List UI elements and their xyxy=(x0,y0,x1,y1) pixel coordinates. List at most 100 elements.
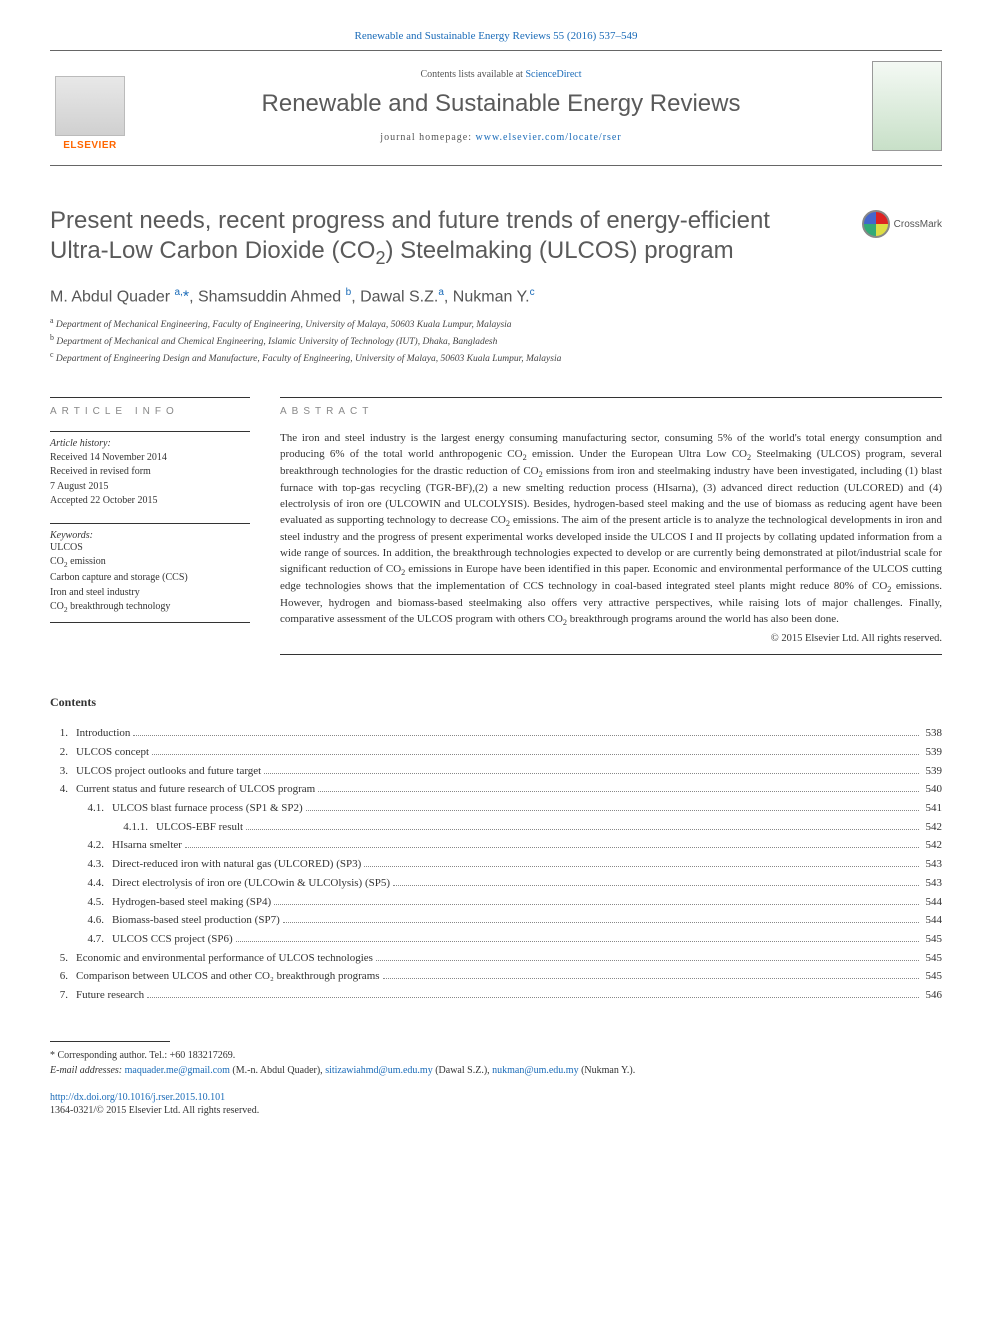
corresponding-author: * Corresponding author. Tel.: +60 183217… xyxy=(50,1048,942,1078)
toc-title: Introduction xyxy=(76,724,130,743)
toc-number: 1. xyxy=(50,724,76,743)
keyword: CO2 emission xyxy=(50,555,250,571)
divider xyxy=(50,1041,170,1042)
elsevier-tree-icon xyxy=(55,76,125,136)
toc-number: 4.1. xyxy=(76,799,112,818)
abstract-copyright: © 2015 Elsevier Ltd. All rights reserved… xyxy=(280,633,942,655)
toc-page: 545 xyxy=(922,930,943,949)
elsevier-logo: ELSEVIER xyxy=(50,61,130,151)
toc-page: 538 xyxy=(922,724,943,743)
toc-title: HIsarna smelter xyxy=(112,836,182,855)
contents-heading: Contents xyxy=(50,695,942,710)
toc-entry[interactable]: 4.1.1.ULCOS-EBF result542 xyxy=(112,818,942,837)
toc-entry[interactable]: 4.5.Hydrogen-based steel making (SP4) 544 xyxy=(76,893,942,912)
toc-entry[interactable]: 4.Current status and future research of … xyxy=(50,780,942,799)
toc-leader xyxy=(264,773,918,774)
elsevier-label: ELSEVIER xyxy=(63,140,116,151)
toc-entry[interactable]: 1.Introduction 538 xyxy=(50,724,942,743)
toc-page: 544 xyxy=(922,893,943,912)
toc-leader xyxy=(246,829,918,830)
toc-number: 5. xyxy=(50,949,76,968)
toc-title: Comparison between ULCOS and other CO₂ b… xyxy=(76,967,380,986)
journal-name: Renewable and Sustainable Energy Reviews xyxy=(140,90,862,118)
toc-leader xyxy=(152,754,918,755)
doi-line: http://dx.doi.org/10.1016/j.rser.2015.10… xyxy=(50,1092,942,1103)
table-of-contents: 1.Introduction 538 2.ULCOS concept 5393.ULC… xyxy=(50,724,942,1004)
homepage-link[interactable]: www.elsevier.com/locate/rser xyxy=(476,132,622,143)
affiliation-line: a Department of Mechanical Engineering, … xyxy=(50,315,942,332)
article-info: ARTICLE INFO Article history: Received 1… xyxy=(50,397,250,655)
article-title: Present needs, recent progress and futur… xyxy=(50,206,830,269)
toc-page: 546 xyxy=(922,986,943,1005)
journal-center: Contents lists available at ScienceDirec… xyxy=(140,69,862,143)
toc-entry[interactable]: 6.Comparison between ULCOS and other CO₂… xyxy=(50,967,942,986)
toc-leader xyxy=(133,735,918,736)
toc-number: 4.2. xyxy=(76,836,112,855)
journal-homepage-line: journal homepage: www.elsevier.com/locat… xyxy=(140,132,862,143)
toc-leader xyxy=(376,960,919,961)
journal-header: ELSEVIER Contents lists available at Sci… xyxy=(50,55,942,161)
contents-prefix: Contents lists available at xyxy=(420,69,525,80)
toc-page: 542 xyxy=(922,818,943,837)
toc-page: 539 xyxy=(922,743,943,762)
doi-link[interactable]: http://dx.doi.org/10.1016/j.rser.2015.10… xyxy=(50,1092,225,1103)
toc-title: ULCOS concept xyxy=(76,743,149,762)
toc-number: 4.6. xyxy=(76,911,112,930)
history-body: Received 14 November 2014Received in rev… xyxy=(50,451,250,509)
history-line: Received 14 November 2014 xyxy=(50,451,250,466)
toc-title: Future research xyxy=(76,986,144,1005)
toc-leader xyxy=(147,997,918,998)
history-line: Received in revised form xyxy=(50,465,250,480)
toc-entry[interactable]: 3.ULCOS project outlooks and future targ… xyxy=(50,762,942,781)
divider xyxy=(50,165,942,166)
homepage-prefix: journal homepage: xyxy=(380,132,475,143)
toc-leader xyxy=(274,904,918,905)
toc-leader xyxy=(283,922,919,923)
toc-title: ULCOS blast furnace process (SP1 & SP2) xyxy=(112,799,303,818)
keywords-body: ULCOSCO2 emissionCarbon capture and stor… xyxy=(50,541,250,623)
toc-number: 4.4. xyxy=(76,874,112,893)
toc-page: 541 xyxy=(922,799,943,818)
abstract-text: The iron and steel industry is the large… xyxy=(280,431,942,629)
toc-entry[interactable]: 4.7.ULCOS CCS project (SP6)545 xyxy=(76,930,942,949)
history-label: Article history: xyxy=(50,431,250,449)
toc-title: Hydrogen-based steel making (SP4) xyxy=(112,893,271,912)
abstract-heading: ABSTRACT xyxy=(280,397,942,417)
toc-leader xyxy=(306,810,919,811)
toc-entry[interactable]: 4.6.Biomass-based steel production (SP7)… xyxy=(76,911,942,930)
toc-number: 4.7. xyxy=(76,930,112,949)
journal-reference-link[interactable]: Renewable and Sustainable Energy Reviews… xyxy=(355,30,638,42)
toc-title: ULCOS project outlooks and future target xyxy=(76,762,261,781)
toc-entry[interactable]: 4.2.HIsarna smelter542 xyxy=(76,836,942,855)
toc-title: Direct electrolysis of iron ore (ULCOwin… xyxy=(112,874,390,893)
toc-number: 4. xyxy=(50,780,76,799)
toc-entry[interactable]: 7.Future research546 xyxy=(50,986,942,1005)
toc-page: 543 xyxy=(922,874,943,893)
corresponding-line: * Corresponding author. Tel.: +60 183217… xyxy=(50,1048,942,1063)
crossmark-label: CrossMark xyxy=(894,219,942,230)
divider xyxy=(50,50,942,51)
toc-title: Economic and environmental performance o… xyxy=(76,949,373,968)
sciencedirect-link[interactable]: ScienceDirect xyxy=(525,69,581,80)
journal-reference: Renewable and Sustainable Energy Reviews… xyxy=(50,30,942,42)
toc-entry[interactable]: 2.ULCOS concept 539 xyxy=(50,743,942,762)
toc-leader xyxy=(383,978,919,979)
toc-title: Biomass-based steel production (SP7) xyxy=(112,911,280,930)
article-info-heading: ARTICLE INFO xyxy=(50,397,250,417)
toc-page: 543 xyxy=(922,855,943,874)
issn-line: 1364-0321/© 2015 Elsevier Ltd. All right… xyxy=(50,1105,942,1116)
toc-entry[interactable]: 4.3.Direct-reduced iron with natural gas… xyxy=(76,855,942,874)
crossmark-badge[interactable]: CrossMark xyxy=(862,210,942,238)
authors: M. Abdul Quader a,*, Shamsuddin Ahmed b,… xyxy=(50,287,942,306)
toc-number: 4.5. xyxy=(76,893,112,912)
toc-entry[interactable]: 4.1.ULCOS blast furnace process (SP1 & S… xyxy=(76,799,942,818)
toc-entry[interactable]: 5.Economic and environmental performance… xyxy=(50,949,942,968)
toc-number: 2. xyxy=(50,743,76,762)
toc-leader xyxy=(185,847,919,848)
emails: maquader.me@gmail.com (M.-n. Abdul Quade… xyxy=(125,1065,636,1076)
toc-title: Current status and future research of UL… xyxy=(76,780,315,799)
keyword: CO2 breakthrough technology xyxy=(50,600,250,616)
toc-entry[interactable]: 4.4.Direct electrolysis of iron ore (ULC… xyxy=(76,874,942,893)
affiliations: a Department of Mechanical Engineering, … xyxy=(50,315,942,367)
keyword: ULCOS xyxy=(50,541,250,556)
